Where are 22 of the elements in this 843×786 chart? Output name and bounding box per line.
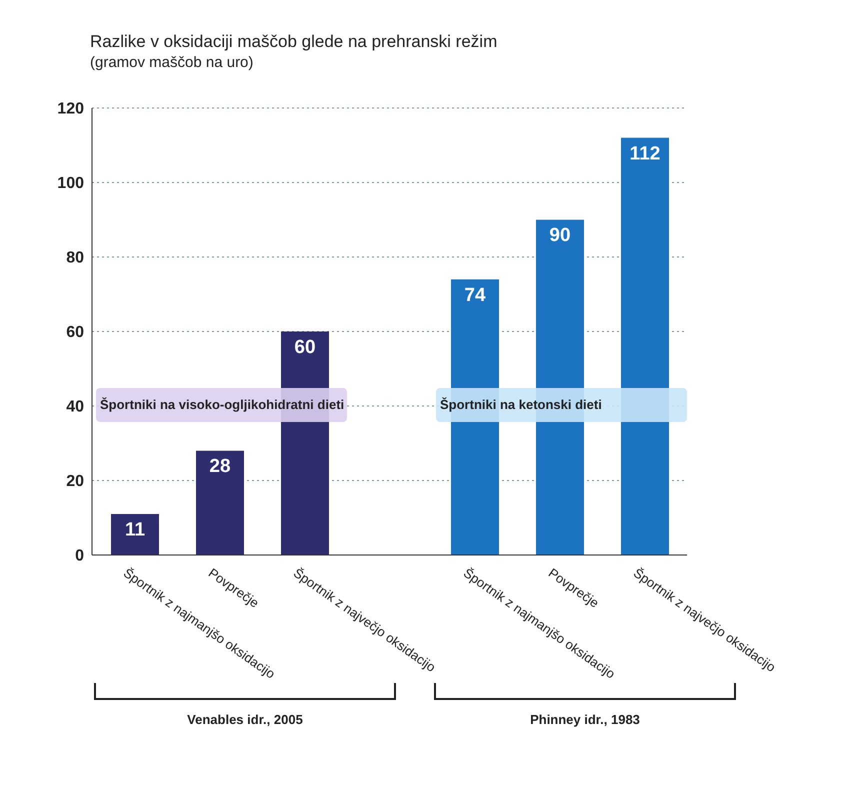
data-label: 112 <box>630 143 660 164</box>
data-label: 28 <box>209 456 231 478</box>
y-tick-label: 40 <box>66 398 84 416</box>
y-tick-label: 0 <box>75 548 84 565</box>
chart-subtitle: (gramov maščob na uro) <box>90 54 254 71</box>
data-label: 74 <box>464 284 486 306</box>
y-tick-label: 20 <box>66 473 84 490</box>
data-label: 90 <box>549 225 571 246</box>
y-tick-label: 60 <box>66 324 84 342</box>
bar <box>111 514 159 555</box>
y-tick-label: 120 <box>57 100 84 118</box>
y-tick-label: 80 <box>66 250 84 267</box>
chart-title: Razlike v oksidaciji maščob glede na prehranski režim <box>90 32 498 52</box>
bar <box>196 450 244 555</box>
text: Venables idr., 2005 <box>186 712 304 727</box>
y-tick-label: 100 <box>57 175 84 192</box>
annotation: Športniki na ketonski dieti <box>440 397 602 412</box>
annotation: Športniki na visoko-ogljikohidratni dieti <box>100 397 344 412</box>
bar <box>621 138 669 555</box>
data-label: 60 <box>294 336 316 358</box>
data-label: 11 <box>124 520 146 541</box>
text: Phinney idr., 1983 <box>529 712 641 727</box>
